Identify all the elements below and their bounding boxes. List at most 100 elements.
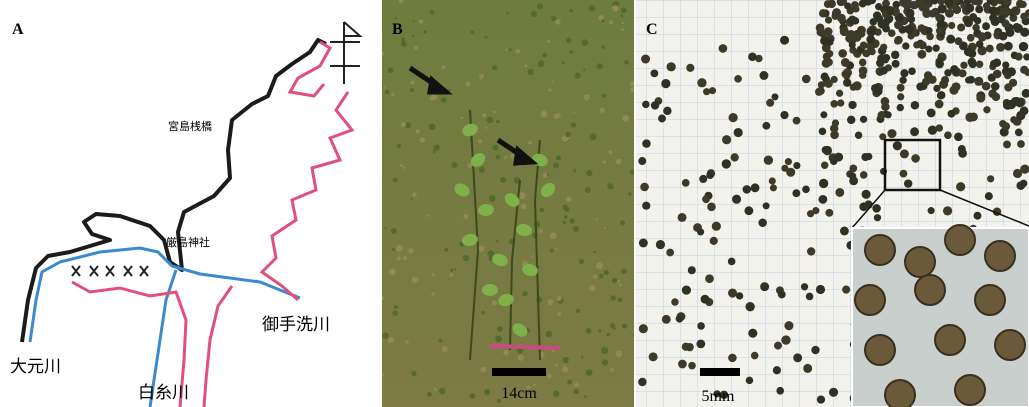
grass-speck bbox=[622, 115, 629, 122]
page: A 宮島桟橋 厳島神社 御手洗川 大元川 白糸川 14cm B 5mm C ((… bbox=[0, 0, 1029, 407]
grass-speck bbox=[604, 270, 609, 275]
seed bbox=[965, 4, 974, 13]
grass-speck bbox=[392, 310, 398, 316]
seed bbox=[842, 286, 850, 294]
grass-speck bbox=[609, 20, 613, 24]
seed bbox=[849, 165, 857, 173]
seed bbox=[1016, 181, 1025, 190]
seed bbox=[640, 183, 649, 192]
seed bbox=[639, 238, 648, 247]
grass-speck bbox=[504, 156, 507, 159]
grass-speck bbox=[391, 93, 394, 96]
grass-speck bbox=[469, 393, 475, 399]
grass-speck bbox=[571, 122, 576, 127]
grass-speck bbox=[620, 14, 623, 17]
seed bbox=[696, 340, 705, 349]
grass-speck bbox=[601, 45, 605, 49]
seed bbox=[771, 93, 778, 100]
grass-speck bbox=[489, 195, 496, 202]
seed bbox=[960, 62, 967, 69]
grass-speck bbox=[400, 164, 403, 167]
grass-speck bbox=[621, 28, 624, 31]
seed bbox=[760, 282, 769, 291]
seed bbox=[953, 5, 962, 14]
seed bbox=[697, 78, 706, 87]
seed bbox=[830, 157, 838, 165]
grass-speck bbox=[562, 62, 565, 65]
seed bbox=[819, 9, 827, 17]
river-label: 大元川 bbox=[10, 357, 61, 377]
grass-speck bbox=[439, 388, 446, 395]
seed bbox=[885, 111, 892, 118]
seed bbox=[841, 58, 850, 67]
grass-speck bbox=[618, 297, 623, 302]
grass-speck bbox=[411, 371, 416, 376]
seed bbox=[929, 10, 937, 18]
seed bbox=[910, 127, 919, 136]
seed bbox=[982, 82, 991, 91]
grass-speck bbox=[506, 12, 509, 15]
seed bbox=[835, 188, 844, 197]
seed bbox=[880, 44, 887, 51]
grass-speck bbox=[599, 274, 603, 278]
grass-speck bbox=[586, 369, 593, 376]
seed bbox=[1020, 13, 1027, 20]
seed bbox=[802, 75, 811, 84]
seed bbox=[639, 324, 648, 333]
seed bbox=[722, 159, 731, 168]
seed bbox=[871, 84, 879, 92]
grass-speck bbox=[602, 359, 608, 365]
grass-speck bbox=[433, 151, 436, 154]
seed bbox=[1015, 53, 1023, 61]
grass-speck bbox=[531, 255, 533, 257]
seed bbox=[801, 283, 808, 290]
seed bbox=[662, 315, 671, 324]
grass-speck bbox=[503, 350, 508, 355]
grass-speck bbox=[569, 9, 572, 12]
seed bbox=[785, 158, 792, 165]
big-seed bbox=[945, 225, 975, 255]
seed bbox=[974, 77, 983, 86]
seed bbox=[825, 17, 832, 24]
big-seed bbox=[885, 380, 915, 407]
grass-speck bbox=[519, 192, 526, 199]
seed bbox=[751, 352, 759, 360]
big-seed bbox=[865, 235, 895, 265]
seed bbox=[722, 135, 731, 144]
seed bbox=[888, 29, 896, 37]
panel-a: A 宮島桟橋 厳島神社 御手洗川 大元川 白糸川 bbox=[0, 0, 380, 407]
grass-speck bbox=[500, 177, 506, 183]
seed bbox=[860, 41, 868, 49]
grass-speck bbox=[396, 245, 402, 251]
seed bbox=[709, 87, 716, 94]
grass-speck bbox=[427, 392, 432, 397]
seed bbox=[649, 352, 658, 361]
grass-speck bbox=[551, 16, 557, 22]
seed bbox=[861, 153, 869, 161]
grass-speck bbox=[616, 159, 622, 165]
seed bbox=[894, 20, 903, 29]
grass-speck bbox=[510, 154, 514, 158]
grass-speck bbox=[383, 87, 385, 89]
seed bbox=[897, 93, 904, 100]
grass-speck bbox=[496, 240, 499, 243]
seed bbox=[936, 27, 944, 35]
seed bbox=[974, 212, 982, 220]
grass-speck bbox=[547, 374, 552, 379]
grass-speck bbox=[630, 169, 635, 174]
grass-speck bbox=[397, 144, 401, 148]
grass-speck bbox=[602, 94, 606, 98]
seed bbox=[944, 69, 951, 76]
seed bbox=[826, 38, 834, 46]
seed bbox=[697, 228, 704, 235]
grass-speck bbox=[470, 30, 474, 34]
seed bbox=[893, 141, 902, 150]
grass-speck bbox=[575, 72, 581, 78]
grass-speck bbox=[411, 80, 415, 84]
seed bbox=[734, 75, 742, 83]
seed bbox=[1011, 6, 1020, 15]
grass-speck bbox=[547, 173, 549, 175]
big-seed bbox=[865, 335, 895, 365]
grass-speck bbox=[621, 22, 623, 24]
grass-speck bbox=[590, 133, 597, 140]
